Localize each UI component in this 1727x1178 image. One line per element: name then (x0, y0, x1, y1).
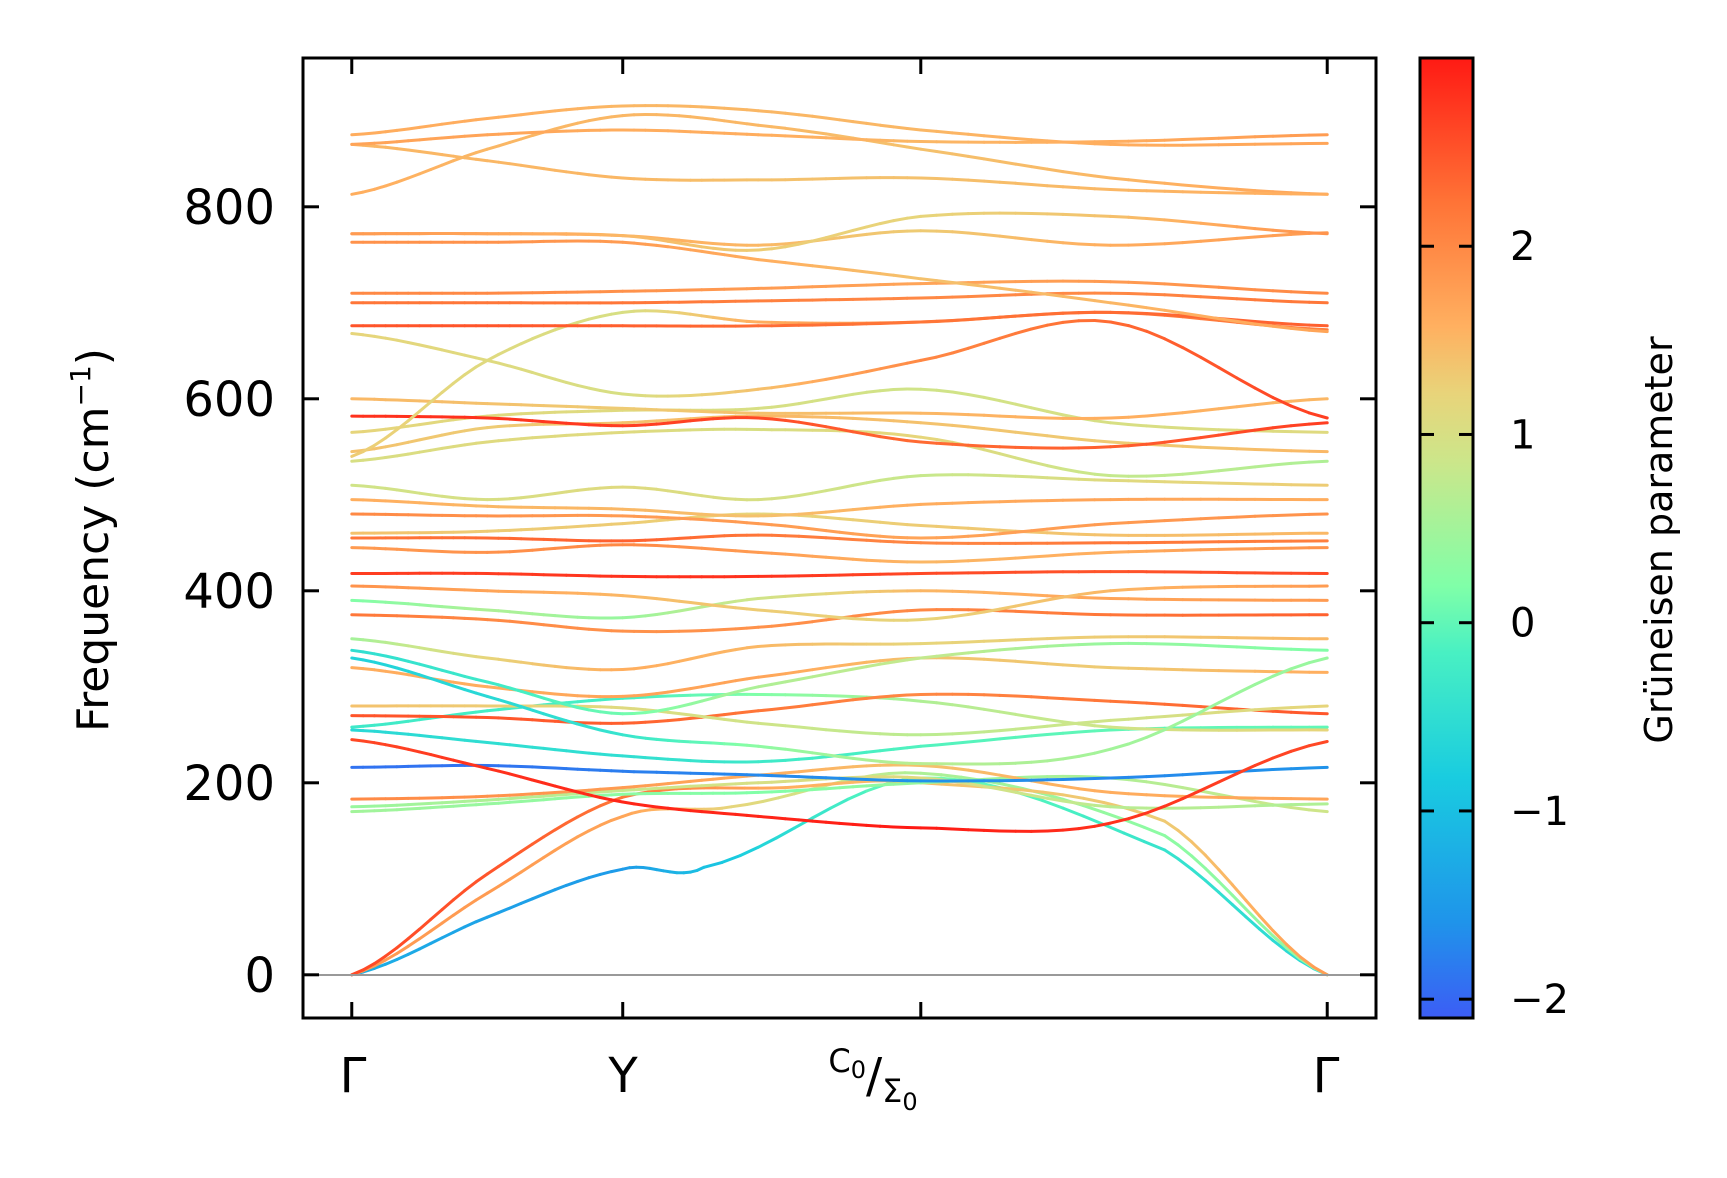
y-tick-label: 200 (183, 756, 275, 812)
band-optic-16 (350, 584, 1329, 622)
band-optic-33 (350, 279, 1329, 295)
band-optic-13 (350, 635, 1329, 672)
band-optic-12 (350, 641, 1329, 716)
band-optic-24 (350, 427, 1329, 478)
hs-label-gamma-end: Γ (1313, 1048, 1340, 1104)
colorbar (1418, 56, 1475, 1020)
x-axis-ticks (350, 58, 1329, 1018)
band-optic-17 (350, 570, 1329, 579)
colorbar-tick-label: 2 (1510, 224, 1535, 270)
band-optic-27 (350, 414, 1329, 450)
y-axis-ticks: 0 200 400 600 800 (183, 180, 1376, 1004)
band-optic-40 (350, 128, 1329, 146)
band-optic-30 (350, 319, 1329, 420)
band-optic-37 (350, 113, 1329, 196)
colorbar-ticks: −2 −1 0 1 2 (1420, 224, 1569, 1023)
colorbar-tick-label: 0 (1510, 601, 1535, 647)
plot-frame (301, 56, 1378, 1020)
colorbar-tick-label: −1 (1510, 789, 1569, 835)
band-optic-5 (350, 738, 1329, 833)
band-optic-10 (350, 656, 1329, 699)
hs-label-gamma-start: Γ (340, 1048, 367, 1104)
band-optic-25 (350, 414, 1329, 454)
band-optic-32 (350, 291, 1329, 305)
band-optic-36 (350, 211, 1329, 252)
y-tick-label: 400 (183, 564, 275, 620)
band-optic-14 (350, 608, 1329, 634)
band-optic-38 (350, 142, 1329, 196)
band-optic-3 (350, 763, 1329, 801)
band-lines (350, 104, 1329, 977)
hs-label-y: Y (607, 1048, 638, 1104)
band-optic-21 (350, 512, 1329, 540)
band-optic-22 (350, 497, 1329, 518)
y-tick-label: 0 (244, 948, 275, 1004)
band-optic-34 (350, 239, 1329, 334)
hs-label-c0-sigma0: C0/Σ0 (828, 1042, 917, 1116)
band-optic-11 (350, 656, 1329, 766)
colorbar-tick-label: −2 (1510, 977, 1569, 1023)
colorbar-title: Grüneisen parameter (1637, 336, 1681, 744)
band-optic-4 (350, 763, 1329, 783)
band-optic-23 (350, 473, 1329, 502)
band-optic-2 (350, 775, 1329, 810)
band-optic-19 (350, 533, 1329, 545)
y-axis-title: Frequency (cm−1) (64, 348, 119, 732)
band-optic-8 (350, 692, 1329, 725)
y-tick-label: 800 (183, 180, 275, 236)
band-optic-29 (350, 309, 1329, 458)
band-optic-28 (350, 397, 1329, 420)
band-optic-31 (350, 310, 1329, 328)
y-tick-label: 600 (183, 372, 275, 428)
band-acoustic-3 (350, 779, 1329, 977)
band-optic-18 (350, 543, 1329, 564)
colorbar-tick-label: 1 (1510, 412, 1535, 458)
